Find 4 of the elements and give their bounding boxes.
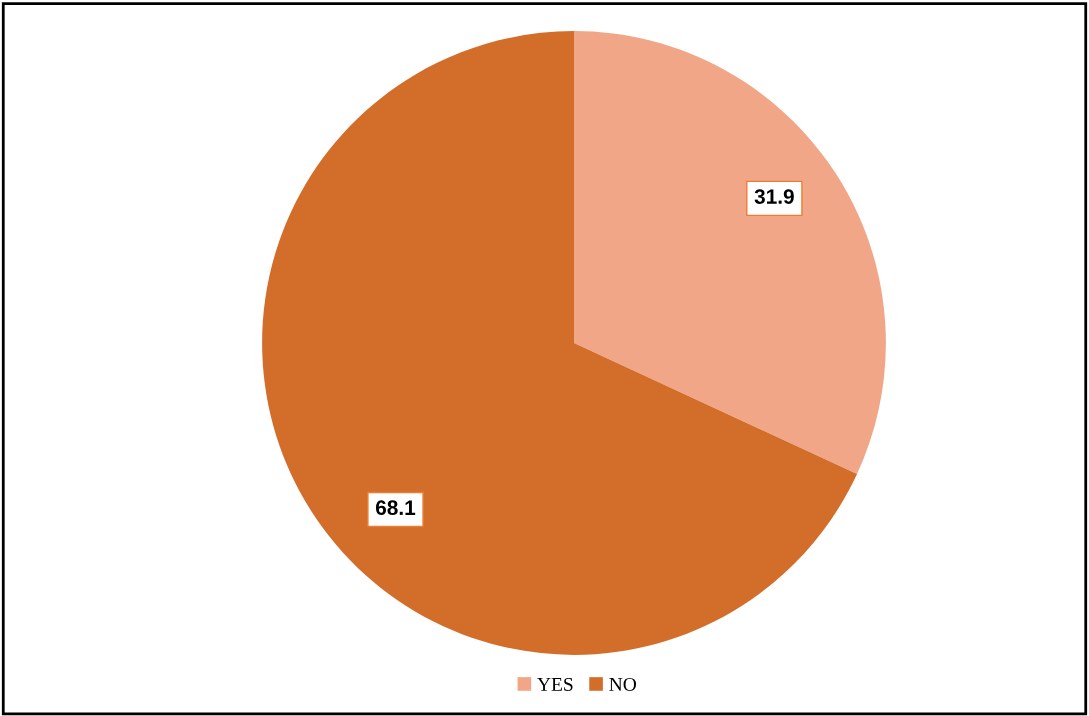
legend-label: NO <box>609 677 636 691</box>
data-label: 31.9 <box>754 189 794 204</box>
data-label: 68.1 <box>375 500 416 516</box>
legend-label: YES <box>537 677 573 691</box>
